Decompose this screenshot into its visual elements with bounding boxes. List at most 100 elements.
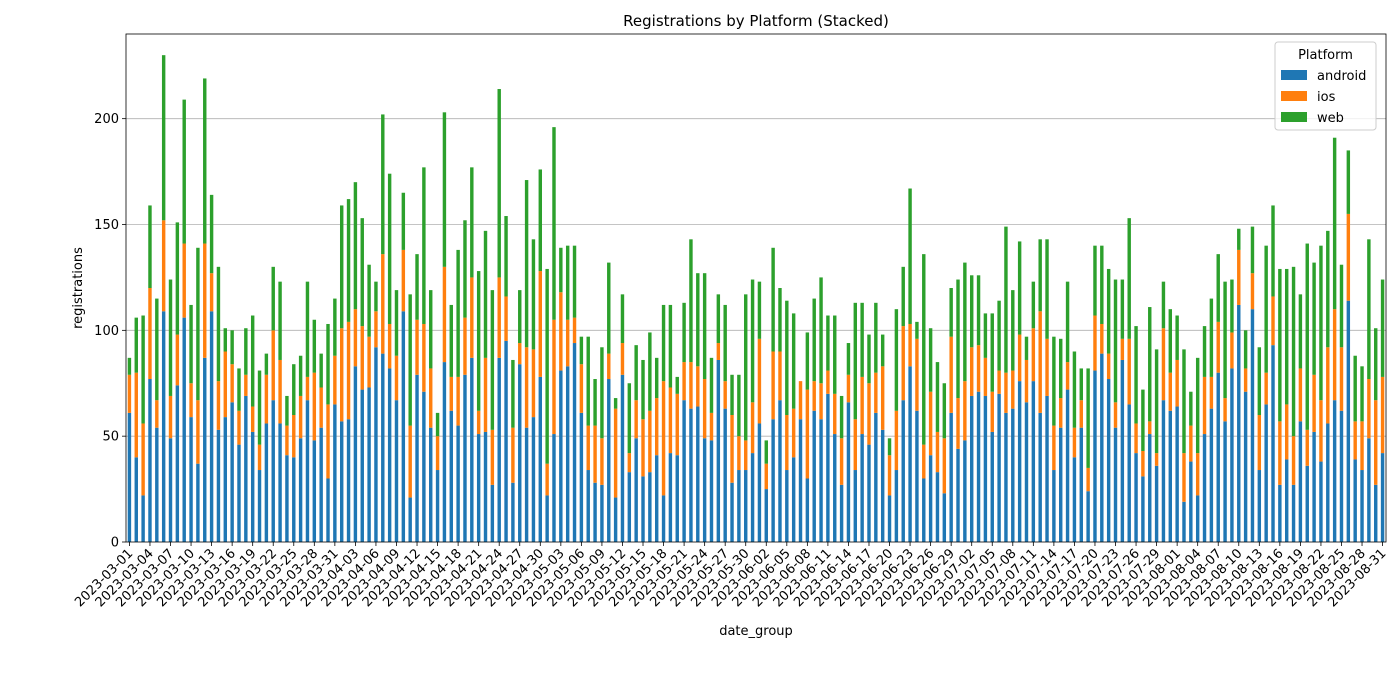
bar-web: [387, 173, 392, 324]
bar-android: [367, 387, 371, 542]
bar-ios: [435, 436, 440, 471]
bar-web: [1065, 281, 1070, 363]
bar-android: [860, 434, 864, 542]
bar-ios: [1017, 334, 1022, 382]
bar-web: [1291, 266, 1296, 437]
bar-web: [155, 298, 159, 401]
bar-web: [1093, 245, 1097, 316]
bar-web: [429, 290, 433, 369]
bar-web: [127, 357, 132, 375]
bar-ios: [764, 463, 768, 490]
bar-web: [579, 336, 584, 365]
bar-android: [812, 410, 816, 542]
bar-ios: [826, 370, 830, 394]
bar-ios: [1065, 362, 1070, 390]
bar-android: [771, 419, 775, 542]
bar-web: [1079, 368, 1083, 401]
axes: [125, 33, 1387, 543]
bar-android: [661, 495, 666, 542]
bar-ios: [1161, 328, 1166, 401]
bar-web: [969, 275, 974, 348]
bar-ios: [1230, 332, 1234, 369]
bar-web: [654, 357, 659, 399]
bar-android: [339, 421, 344, 542]
bar-ios: [1319, 400, 1323, 462]
bar-ios: [627, 453, 632, 473]
bar-ios: [175, 334, 180, 386]
bar-web: [524, 180, 529, 348]
bar-android: [723, 408, 727, 542]
bar-ios: [928, 391, 933, 456]
bar-web: [607, 262, 611, 354]
bar-ios: [394, 355, 399, 401]
bar-web: [805, 332, 810, 390]
bar-web: [778, 288, 782, 352]
bar-android: [682, 400, 686, 542]
bar-web: [244, 328, 248, 375]
bar-web: [1134, 326, 1138, 424]
bar-android: [456, 425, 460, 542]
bar-ios: [271, 330, 275, 401]
bar-web: [504, 216, 508, 297]
bar-ios: [620, 343, 625, 375]
bar-web: [319, 353, 323, 388]
bar-android: [141, 495, 145, 542]
bar-web: [1045, 239, 1049, 339]
bar-ios: [648, 410, 652, 473]
bar-web: [737, 374, 741, 437]
bar-web: [401, 192, 406, 250]
legend: Platform android ios web: [1274, 41, 1377, 131]
bar-ios: [771, 351, 775, 420]
y-tick-label: 200: [94, 112, 119, 127]
bar-android: [127, 412, 132, 542]
bar-web: [1052, 336, 1056, 426]
bar-android: [668, 453, 673, 542]
bar-android: [305, 400, 310, 542]
bar-ios: [203, 243, 207, 358]
bar-ios: [401, 249, 406, 312]
bar-android: [990, 431, 994, 542]
bar-ios: [559, 292, 563, 371]
bar-web: [702, 273, 707, 380]
bar-ios: [1072, 427, 1077, 458]
bar-web: [1202, 326, 1207, 377]
bar-android: [1202, 434, 1207, 542]
bar-ios: [456, 376, 460, 426]
bar-web: [853, 302, 858, 420]
bar-ios: [908, 323, 912, 367]
bar-android: [757, 423, 762, 542]
bar-android: [600, 484, 604, 542]
bar-android: [292, 457, 296, 542]
bar-android: [1100, 353, 1104, 542]
bar-ios: [874, 372, 878, 413]
bar-android: [264, 423, 269, 542]
bar-android: [593, 482, 597, 542]
bar-android: [518, 364, 522, 542]
bar-android: [524, 427, 529, 542]
bar-ios: [785, 415, 789, 471]
bar-web: [983, 313, 988, 358]
bar-ios: [189, 383, 193, 418]
bar-web: [894, 309, 899, 411]
bar-web: [661, 304, 666, 382]
bar-ios: [1312, 374, 1316, 432]
bar-ios: [470, 277, 474, 358]
bar-android: [1024, 402, 1029, 542]
bar-ios: [654, 398, 659, 456]
bar-android: [319, 427, 323, 542]
bar-android: [778, 400, 782, 542]
bar-ios: [1216, 321, 1220, 373]
bar-android: [1086, 491, 1090, 542]
bar-android: [627, 472, 632, 542]
bar-android: [148, 379, 152, 542]
bar-android: [997, 393, 1001, 542]
bar-android: [613, 497, 618, 542]
bar-ios: [696, 366, 700, 407]
bar-ios: [1134, 423, 1138, 454]
bar-ios: [463, 317, 467, 375]
bar-web: [1332, 137, 1337, 310]
bar-ios: [778, 351, 782, 401]
bar-web: [764, 440, 768, 464]
bar-ios: [1120, 338, 1125, 360]
bar-web: [1141, 389, 1145, 451]
